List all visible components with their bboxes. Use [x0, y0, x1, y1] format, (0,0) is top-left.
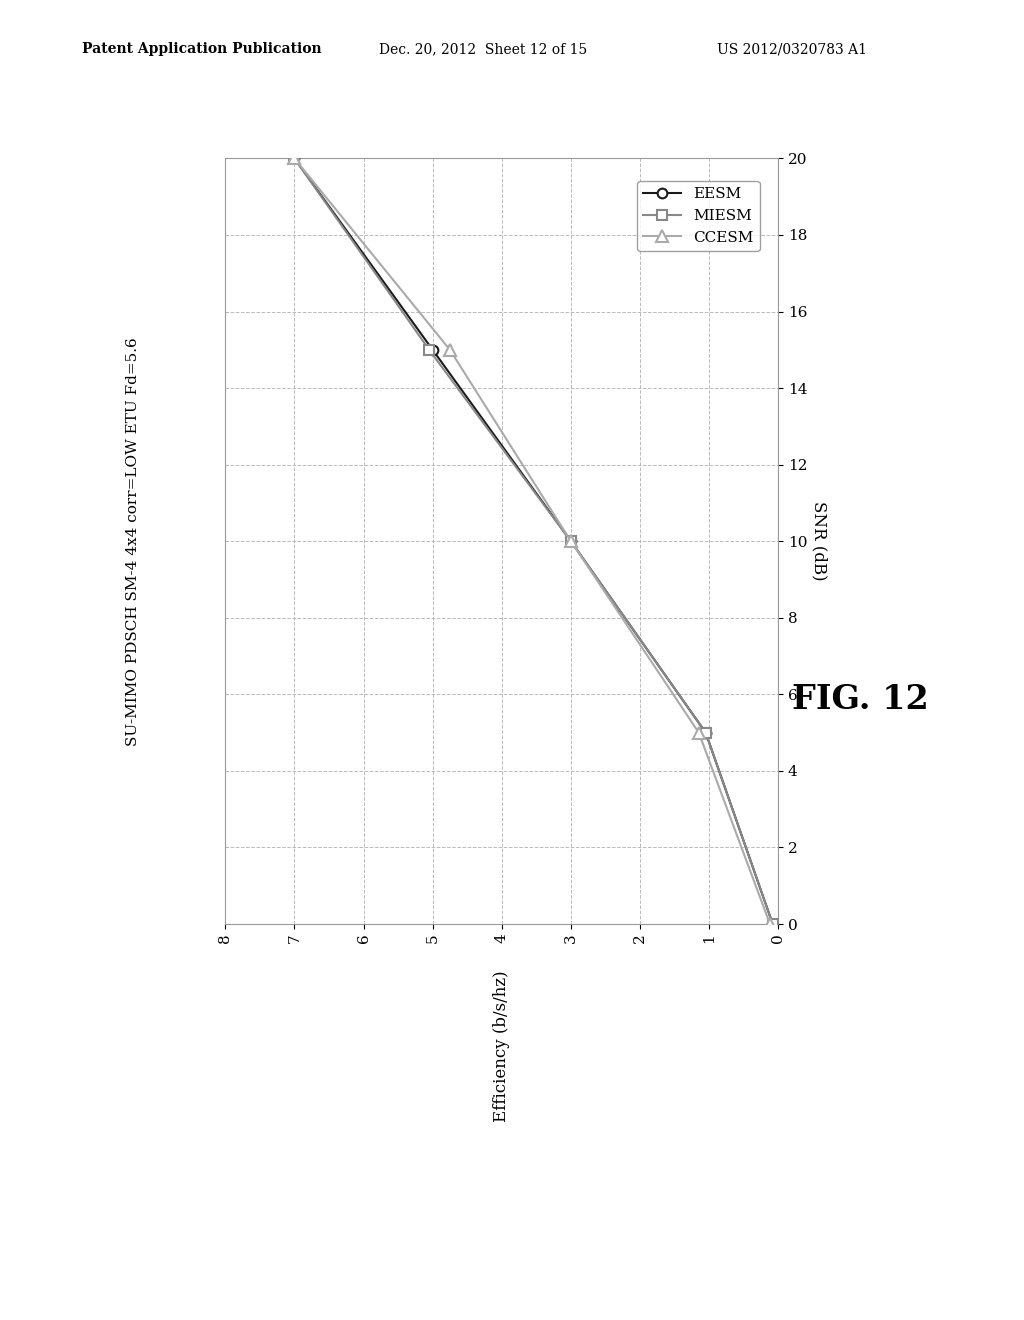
Text: Patent Application Publication: Patent Application Publication — [82, 42, 322, 57]
Text: FIG. 12: FIG. 12 — [792, 684, 929, 715]
Legend: EESM, MIESM, CCESM: EESM, MIESM, CCESM — [637, 181, 760, 251]
Text: Dec. 20, 2012  Sheet 12 of 15: Dec. 20, 2012 Sheet 12 of 15 — [379, 42, 587, 57]
Text: SNR (dB): SNR (dB) — [811, 502, 827, 581]
Text: SU-MIMO PDSCH SM-4 4x4 corr=LOW ETU Fd=5.6: SU-MIMO PDSCH SM-4 4x4 corr=LOW ETU Fd=5… — [126, 337, 140, 746]
Text: Efficiency (b/s/hz): Efficiency (b/s/hz) — [494, 970, 510, 1122]
Text: US 2012/0320783 A1: US 2012/0320783 A1 — [717, 42, 866, 57]
